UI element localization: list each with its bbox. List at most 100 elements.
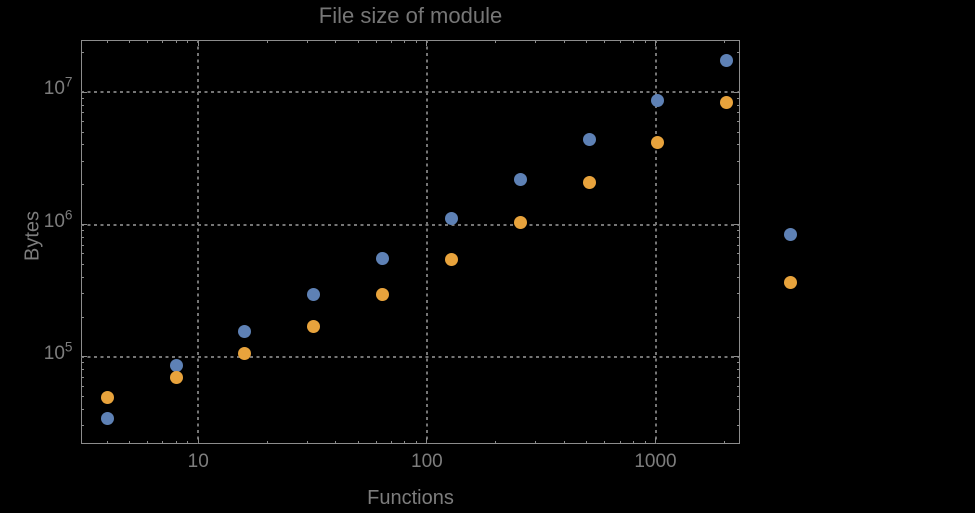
data-point-blue xyxy=(169,358,183,372)
tick-x-top xyxy=(106,40,108,43)
gridline-horizontal xyxy=(81,355,740,358)
tick-x-bottom xyxy=(586,441,588,444)
tick-x-top xyxy=(535,40,537,43)
tick-y-right xyxy=(734,356,740,358)
y-tick-label: 107 xyxy=(43,75,73,100)
tick-y-right xyxy=(737,293,740,295)
tick-y-right xyxy=(737,376,740,378)
tick-x-bottom xyxy=(175,441,177,444)
tick-x-top xyxy=(306,40,308,43)
tick-y-left xyxy=(81,131,84,133)
data-point-orange xyxy=(376,287,390,301)
tick-x-bottom xyxy=(147,441,149,444)
tick-x-top xyxy=(604,40,606,43)
chart-title: File size of module xyxy=(318,3,503,28)
tick-y-left xyxy=(81,112,84,114)
tick-y-left xyxy=(81,276,84,278)
tick-y-right xyxy=(737,425,740,427)
tick-x-top xyxy=(723,40,725,43)
tick-x-top xyxy=(586,40,588,43)
gridline-vertical xyxy=(654,40,657,444)
tick-y-left xyxy=(81,385,84,387)
tick-x-top xyxy=(175,40,177,43)
tick-x-bottom xyxy=(197,438,199,444)
data-point-orange xyxy=(513,216,527,230)
tick-y-right xyxy=(737,112,740,114)
tick-y-left xyxy=(81,104,84,106)
tick-x-bottom xyxy=(162,441,164,444)
tick-x-bottom xyxy=(604,441,606,444)
data-point-orange xyxy=(169,370,183,384)
tick-y-right xyxy=(737,276,740,278)
tick-x-top xyxy=(266,40,268,43)
tick-x-bottom xyxy=(535,441,537,444)
data-point-blue xyxy=(376,252,390,266)
tick-y-left xyxy=(81,224,87,226)
tick-y-right xyxy=(737,52,740,54)
tick-y-right xyxy=(737,97,740,99)
x-axis-label: Functions xyxy=(367,487,454,509)
tick-x-top xyxy=(495,40,497,43)
tick-y-right xyxy=(737,385,740,387)
tick-y-right xyxy=(737,316,740,318)
tick-x-top xyxy=(128,40,130,43)
plot-frame xyxy=(81,40,740,444)
x-tick-label: 10 xyxy=(187,451,209,472)
tick-x-top xyxy=(187,40,189,43)
tick-x-top xyxy=(644,40,646,43)
tick-x-top xyxy=(415,40,417,43)
tick-y-right xyxy=(737,131,740,133)
tick-y-left xyxy=(81,161,84,162)
tick-y-right xyxy=(737,236,740,238)
tick-y-right xyxy=(737,396,740,398)
tick-y-left xyxy=(81,362,84,364)
tick-y-right xyxy=(737,253,740,255)
tick-y-left xyxy=(81,376,84,378)
tick-x-top xyxy=(147,40,149,43)
tick-y-right xyxy=(737,369,740,371)
data-point-blue xyxy=(100,412,114,426)
tick-x-top xyxy=(390,40,392,43)
tick-x-bottom xyxy=(335,441,337,444)
tick-x-top xyxy=(335,40,337,43)
gridline-vertical xyxy=(197,40,200,444)
tick-y-right xyxy=(737,161,740,162)
tick-x-top xyxy=(357,40,359,43)
tick-y-left xyxy=(81,263,84,265)
tick-x-bottom xyxy=(306,441,308,444)
gridline-horizontal xyxy=(81,91,740,94)
y-tick-label: 106 xyxy=(43,207,73,232)
y-tick-label: 105 xyxy=(43,339,73,364)
tick-y-left xyxy=(81,144,84,146)
tick-y-left xyxy=(81,236,84,238)
tick-x-top xyxy=(404,40,406,43)
data-point-orange xyxy=(651,136,665,150)
tick-y-left xyxy=(81,91,87,93)
tick-x-bottom xyxy=(723,441,725,444)
tick-y-right xyxy=(737,144,740,146)
x-tick-label: 1000 xyxy=(634,451,677,472)
tick-y-left xyxy=(81,369,84,371)
tick-x-bottom xyxy=(415,441,417,444)
tick-y-right xyxy=(737,121,740,123)
tick-y-left xyxy=(81,121,84,123)
data-point-blue xyxy=(513,173,527,187)
tick-y-right xyxy=(737,362,740,364)
tick-x-top xyxy=(197,40,199,46)
tick-x-bottom xyxy=(375,441,377,444)
tick-x-top xyxy=(632,40,634,43)
data-point-blue xyxy=(582,133,596,147)
tick-y-right xyxy=(737,230,740,232)
data-point-blue xyxy=(307,287,321,301)
tick-x-bottom xyxy=(357,441,359,444)
data-point-orange xyxy=(784,275,798,289)
tick-y-right xyxy=(737,263,740,265)
tick-x-top xyxy=(619,40,621,43)
data-point-orange xyxy=(720,96,734,110)
gridline-vertical xyxy=(425,40,428,444)
tick-x-bottom xyxy=(495,441,497,444)
data-point-orange xyxy=(444,253,458,267)
tick-y-left xyxy=(81,425,84,427)
